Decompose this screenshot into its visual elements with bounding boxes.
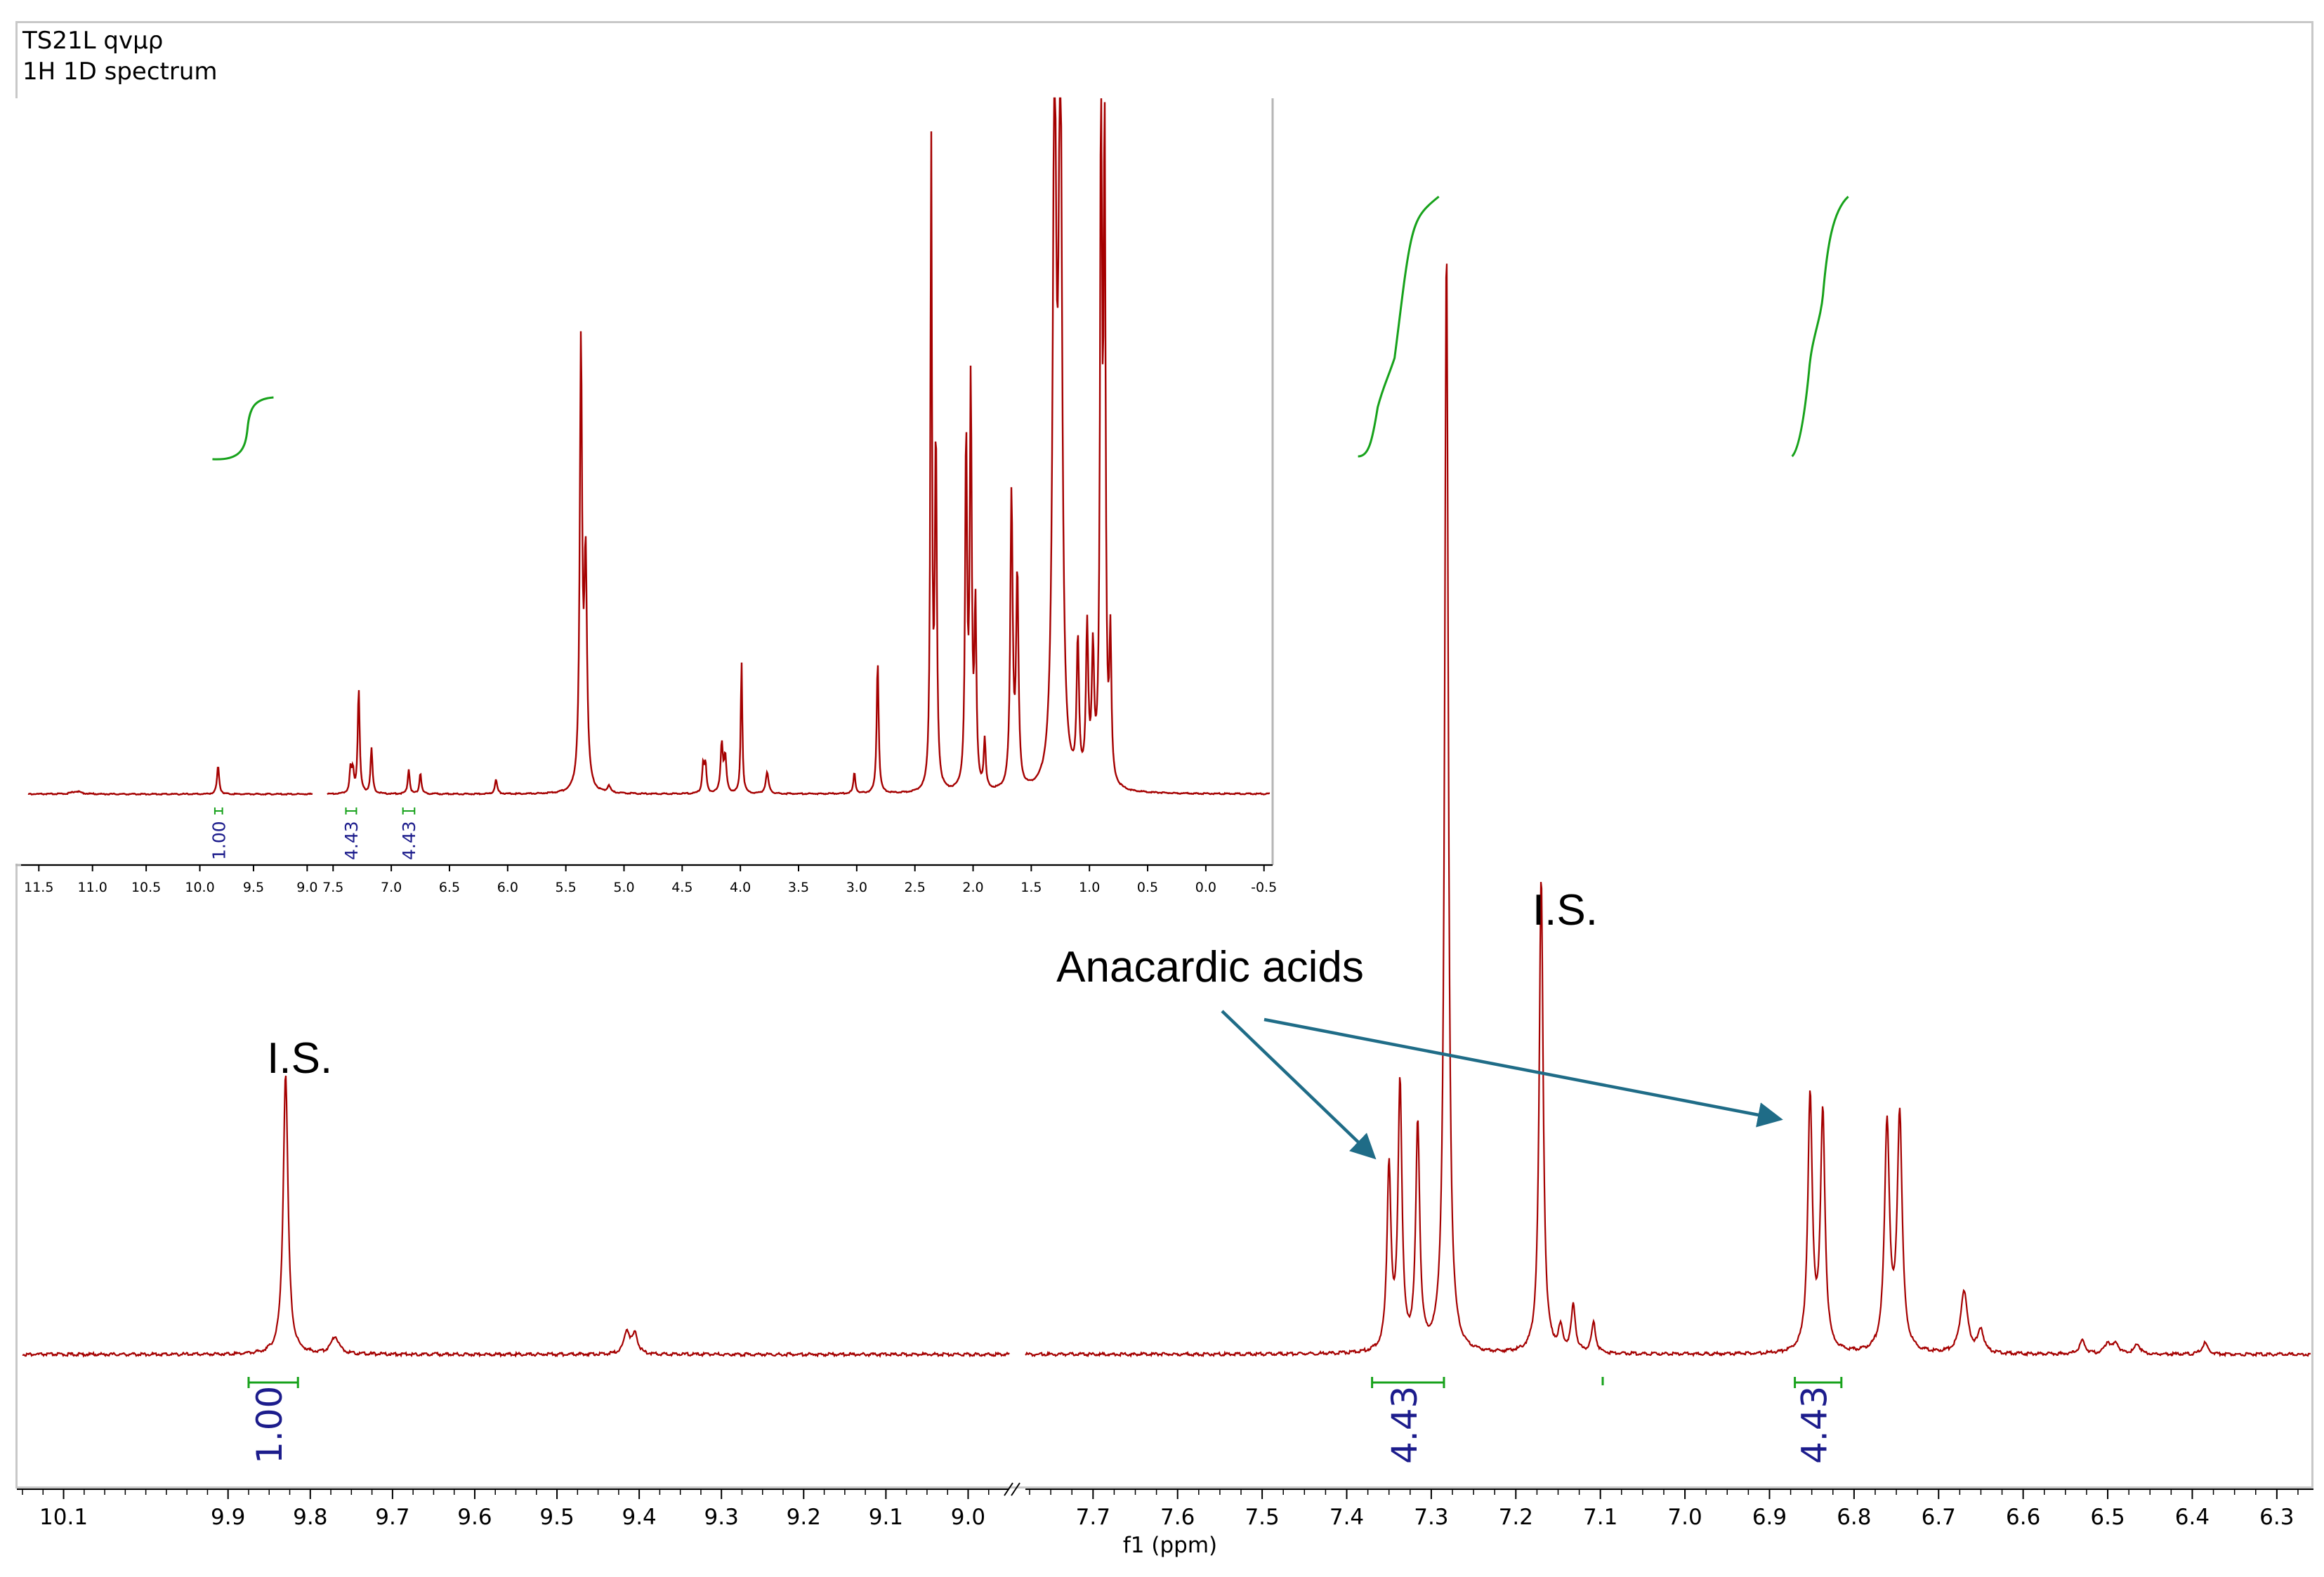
main-tick-label: 6.8	[1837, 1505, 1871, 1530]
main-tick-label: 6.9	[1752, 1505, 1787, 1530]
inset-spectrum-plot: 11.5 11.0 10.5 10.0 9.5 9.0 7.5 7.0 6.5 6.0 5.5 5.0…	[15, 97, 1277, 895]
inset-integral-bracket	[214, 807, 223, 814]
inset-tick-label: 5.5	[556, 880, 577, 895]
main-tick-label: 9.1	[869, 1505, 903, 1530]
main-tick-label: 9.0	[951, 1505, 985, 1530]
inset-tick-label: 5.0	[613, 880, 634, 895]
inset-tick-label: 3.5	[788, 880, 809, 895]
main-tick-label: 6.3	[2259, 1505, 2294, 1530]
inset-tick-label: 10.0	[185, 880, 214, 895]
main-tick-label: 7.2	[1499, 1505, 1533, 1530]
main-tick-label: 7.5	[1245, 1505, 1279, 1530]
integral-curve	[1791, 195, 1849, 458]
inset-tick-label: 9.5	[243, 880, 264, 895]
inset-tick-label: 4.0	[730, 880, 751, 895]
main-tick-label: 6.6	[2006, 1505, 2040, 1530]
main-tick-label: 7.1	[1583, 1505, 1617, 1530]
annotation-arrow	[1221, 1010, 1377, 1160]
main-tick-label: 7.3	[1414, 1505, 1448, 1530]
main-tick-label: 7.6	[1160, 1505, 1195, 1530]
main-tick-label: 9.9	[211, 1505, 245, 1530]
main-spectrum-trace-1	[22, 1075, 1010, 1359]
inset-integral-curve	[212, 396, 274, 461]
main-tick-label: 9.2	[787, 1505, 821, 1530]
inset-tick-label: 9.0	[296, 880, 317, 895]
main-tick-label: 10.1	[39, 1505, 88, 1530]
main-tick-label: 7.4	[1330, 1505, 1364, 1530]
anacardic-acids-label: Anacardic acids	[1056, 943, 1364, 991]
inset-tick-label: 10.5	[131, 880, 161, 895]
integral-bracket	[1371, 1377, 1445, 1388]
main-tick-label: 6.7	[1922, 1505, 1956, 1530]
internal-standard-label: I.S.	[267, 1034, 332, 1083]
inset-spectrum-trace-2	[327, 97, 1271, 796]
inset-tick-label: 0.0	[1195, 880, 1216, 895]
inset-integral-value: 1.00	[209, 821, 229, 860]
main-tick-label: 6.4	[2175, 1505, 2210, 1530]
inset-tick-label: 6.0	[497, 880, 518, 895]
main-spectrum-trace-2	[1025, 263, 2311, 1358]
inset-tick-label: 0.5	[1137, 880, 1158, 895]
main-tick-label: 9.5	[539, 1505, 574, 1530]
integral-value: 4.43	[1794, 1386, 1835, 1464]
inset-tick-label: 2.5	[905, 880, 926, 895]
annotation-arrow	[1263, 1017, 1783, 1128]
experiment-type: 1H 1D spectrum	[22, 58, 218, 86]
main-tick-label: 9.3	[704, 1505, 739, 1530]
inset-integral-value: 4.43	[399, 821, 419, 860]
inset-tick-label: 1.0	[1079, 880, 1100, 895]
inset-tick-label: 7.5	[322, 880, 343, 895]
axis-break-marker	[1004, 1482, 1020, 1496]
experiment-title: TS21L qvμρ	[22, 27, 164, 55]
main-tick-label: 6.5	[2090, 1505, 2125, 1530]
inset-integral-bracket	[402, 807, 416, 814]
main-tick-label: 7.7	[1076, 1505, 1110, 1530]
integral-value: 4.43	[1384, 1386, 1425, 1464]
internal-standard-label: I.S.	[1532, 886, 1598, 935]
x-axis-label: f1 (ppm)	[1123, 1533, 1217, 1558]
inset-integral-bracket	[345, 807, 357, 814]
inset-tick-label: -0.5	[1251, 880, 1277, 895]
inset-tick-label: 1.5	[1020, 880, 1042, 895]
inset-tick-label: 3.0	[846, 880, 867, 895]
integral-bracket	[247, 1377, 299, 1388]
inset-tick-label: 6.5	[439, 880, 460, 895]
integral-bracket	[1794, 1377, 1843, 1388]
inset-tick-label: 7.0	[381, 880, 402, 895]
integral-value: 1.00	[249, 1386, 290, 1464]
inset-integral-value: 4.43	[341, 821, 362, 860]
inset-tick-label: 11.0	[78, 880, 107, 895]
main-tick-label: 9.8	[293, 1505, 327, 1530]
inset-tick-label: 2.0	[962, 880, 983, 895]
main-tick-label: 9.6	[457, 1505, 492, 1530]
inset-tick-label: 4.5	[671, 880, 692, 895]
main-tick-label: 9.7	[375, 1505, 409, 1530]
inset-tick-label: 11.5	[24, 880, 53, 895]
main-tick-label: 7.0	[1667, 1505, 1702, 1530]
inset-spectrum-trace-1	[27, 767, 313, 796]
integral-curve	[1358, 195, 1440, 458]
main-spectrum-plot: 10.1 9.9 9.8 9.7 9.6 9.5 9.4 9.3 9.2 9.1 9.0 7.7 7.6…	[17, 195, 2313, 1558]
main-tick-label: 9.4	[622, 1505, 656, 1530]
